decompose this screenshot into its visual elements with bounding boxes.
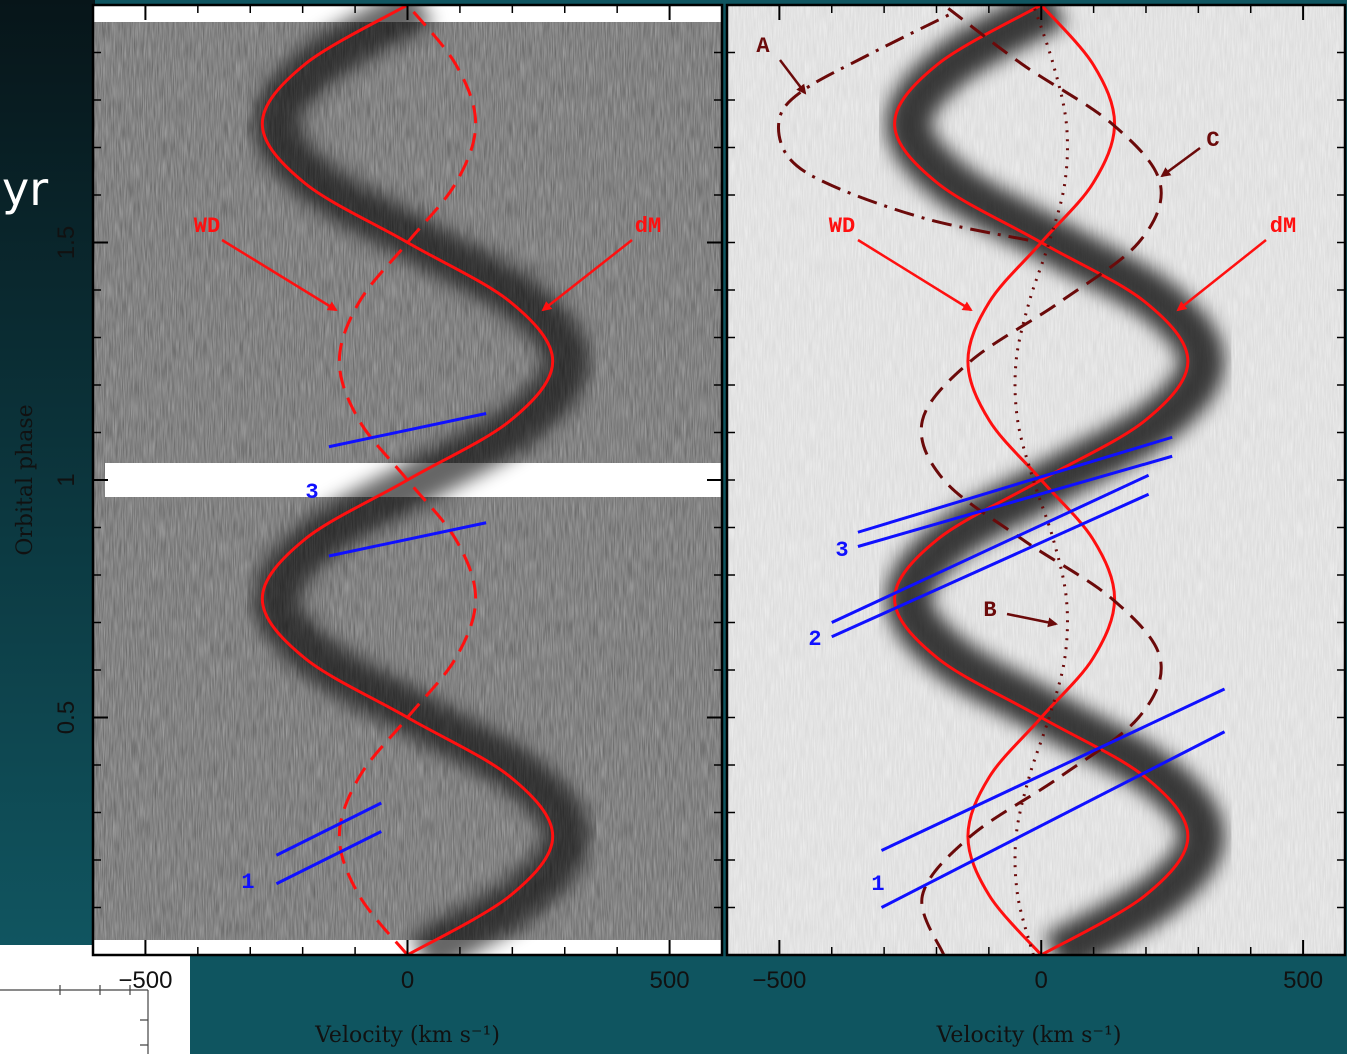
y-axis-label: Orbital phase	[13, 404, 38, 555]
x-tick-label: −500	[118, 967, 172, 994]
x-axis-label: Velocity (km s⁻¹)	[936, 1023, 1122, 1048]
figure: yr 3 1 WD dM −500 0 500 0.5 1 1.5 Velocity (km s⁻¹…	[0, 0, 1347, 1054]
panel-right: 3 2 1 WD dM A C B −500 0 500 Velocity (km s⁻¹)	[727, 5, 1345, 1048]
plot-area	[727, 5, 1345, 955]
x-tick-label: 0	[401, 967, 414, 994]
annotation: WD	[829, 214, 855, 239]
slide-title: yr	[2, 162, 48, 216]
annotation: WD	[194, 214, 220, 239]
plot-area	[93, 5, 734, 955]
x-tick-label: 500	[1283, 967, 1323, 994]
x-tick-label: 500	[650, 967, 690, 994]
feature-label: 3	[835, 538, 848, 563]
annotation: C	[1206, 128, 1219, 153]
feature-label: 1	[241, 870, 254, 895]
annotation: A	[756, 34, 770, 59]
panel-left: 3 1 WD dM −500 0 500 0.5 1 1.5 Velocity (km s⁻¹) Or…	[13, 5, 734, 1048]
page: yr 3 1 WD dM −500 0 500 0.5 1 1.5 Velocity (km s⁻¹…	[0, 0, 1347, 1054]
annotation: B	[983, 598, 996, 623]
annotation: dM	[635, 214, 661, 239]
feature-label: 1	[871, 872, 884, 897]
x-tick-label: −500	[752, 967, 806, 994]
feature-label: 3	[305, 480, 318, 505]
y-tick-label: 0.5	[53, 701, 80, 734]
y-tick-label: 1.5	[53, 226, 80, 259]
x-axis-label: Velocity (km s⁻¹)	[314, 1023, 500, 1048]
annotation: dM	[1270, 214, 1296, 239]
y-tick-label: 1	[53, 473, 80, 486]
feature-label: 2	[808, 627, 821, 652]
slide-corner	[0, 945, 190, 1054]
x-tick-label: 0	[1035, 967, 1048, 994]
